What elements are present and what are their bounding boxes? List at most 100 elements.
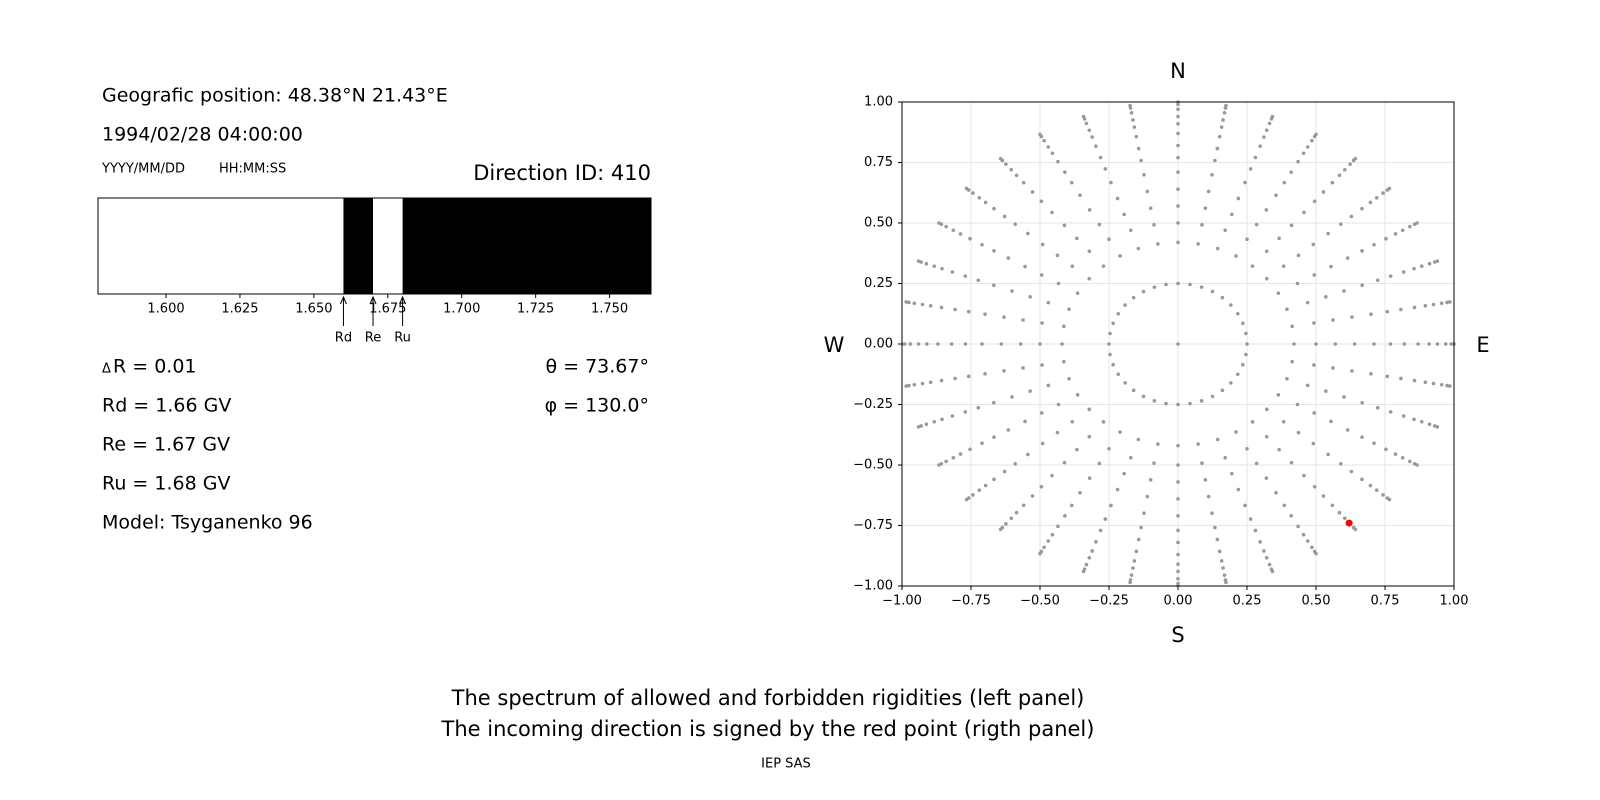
direction-point (1200, 223, 1204, 227)
direction-point (925, 342, 929, 346)
direction-point (1131, 295, 1136, 300)
direction-point (1345, 428, 1350, 432)
direction-point (1264, 249, 1269, 254)
direction-point (1264, 276, 1269, 281)
direction-point (1314, 342, 1318, 346)
direction-point (1264, 128, 1269, 133)
x-tick-label: 0.00 (1164, 594, 1193, 609)
direction-point (1400, 455, 1405, 460)
direction-point (1295, 281, 1300, 286)
direction-point (944, 459, 948, 464)
theta: θ = 73.67° (545, 356, 649, 378)
direction-point (1063, 170, 1067, 174)
phi: φ = 130.0° (545, 395, 649, 417)
direction-point (953, 307, 957, 312)
direction-point (924, 422, 929, 427)
direction-point (1021, 503, 1026, 508)
direction-point (1055, 430, 1060, 435)
direction-point (1243, 180, 1247, 185)
direction-point (1254, 222, 1259, 227)
direction-point (1109, 503, 1113, 508)
direction-point (1393, 232, 1398, 236)
direction-point (1314, 551, 1318, 556)
direction-point (1324, 295, 1328, 299)
y-tick-label: 0.00 (864, 337, 893, 352)
direction-point (1010, 289, 1014, 293)
direction-point (1023, 264, 1027, 269)
direction-point (1277, 447, 1281, 452)
direction-point (1244, 352, 1248, 357)
direction-point (912, 382, 917, 387)
direction-point (1067, 307, 1071, 312)
direction-point (1408, 459, 1412, 464)
direction-point (977, 195, 982, 200)
model: Model: Tsyganenko 96 (102, 512, 313, 534)
direction-point (1230, 471, 1234, 476)
direction-point (1075, 447, 1079, 452)
direction-point (963, 342, 968, 346)
y-tick-label: −1.00 (853, 579, 893, 594)
direction-point (928, 303, 933, 308)
compass-e: E (1476, 333, 1489, 357)
direction-point (1014, 510, 1019, 515)
direction-point (1002, 469, 1007, 474)
direction-point (1038, 342, 1042, 346)
y-tick-label: −0.75 (853, 518, 893, 533)
direction-point (1028, 295, 1032, 299)
direction-point (1038, 551, 1042, 556)
direction-point (950, 270, 955, 274)
direction-point (1050, 151, 1055, 156)
direction-point (1042, 545, 1046, 550)
direction-point (1118, 430, 1122, 434)
direction-point (1040, 242, 1045, 247)
direction-point (1301, 151, 1306, 156)
direction-point (1050, 210, 1054, 215)
direction-point (1338, 461, 1343, 466)
direction-point (950, 414, 955, 418)
x-tick-label: 1.700 (443, 302, 480, 317)
direction-point (1321, 494, 1326, 498)
direction-point (1305, 145, 1310, 149)
direction-point (1423, 303, 1428, 308)
direction-point (1262, 135, 1266, 139)
direction-point (1305, 300, 1310, 305)
direction-point (1245, 237, 1249, 242)
direction-point (1387, 186, 1392, 191)
direction-point (1210, 394, 1215, 399)
x-tick-label: 1.675 (369, 302, 406, 317)
direction-point (1342, 516, 1347, 521)
caption: The incoming direction is signed by the … (441, 717, 1095, 741)
direction-point (1222, 573, 1227, 577)
direction-point (1056, 524, 1060, 529)
direction-point (1081, 569, 1086, 574)
direction-point (1230, 212, 1234, 217)
direction-point (1098, 155, 1103, 160)
direction-point (1176, 443, 1180, 448)
direction-point (1360, 477, 1364, 482)
direction-point (1248, 167, 1253, 171)
direction-point (907, 300, 911, 305)
direction-point (1156, 242, 1160, 246)
direction-point (1276, 393, 1281, 397)
direction-point (932, 264, 937, 268)
direction-point (1176, 131, 1180, 136)
x-tick-label: 1.00 (1440, 594, 1469, 609)
position: Geografic position: 48.38°N 21.43°E (102, 85, 448, 107)
direction-point (1276, 291, 1281, 295)
re: Re = 1.67 GV (102, 434, 230, 456)
direction-point (1152, 399, 1157, 403)
direction-point (1087, 276, 1091, 281)
direction-point (920, 302, 925, 307)
x-tick-label: 1.725 (517, 302, 554, 317)
direction-point (1353, 527, 1358, 532)
direction-point (968, 447, 972, 452)
direction-point (1337, 173, 1342, 178)
direction-point (1314, 132, 1318, 137)
direction-point (1176, 576, 1180, 581)
direction-point (1267, 121, 1272, 126)
y-tick-label: −0.25 (853, 397, 893, 412)
direction-point (1245, 446, 1249, 451)
x-tick-label: −0.50 (1020, 594, 1060, 609)
direction-point (1108, 331, 1112, 336)
direction-point (904, 300, 908, 304)
